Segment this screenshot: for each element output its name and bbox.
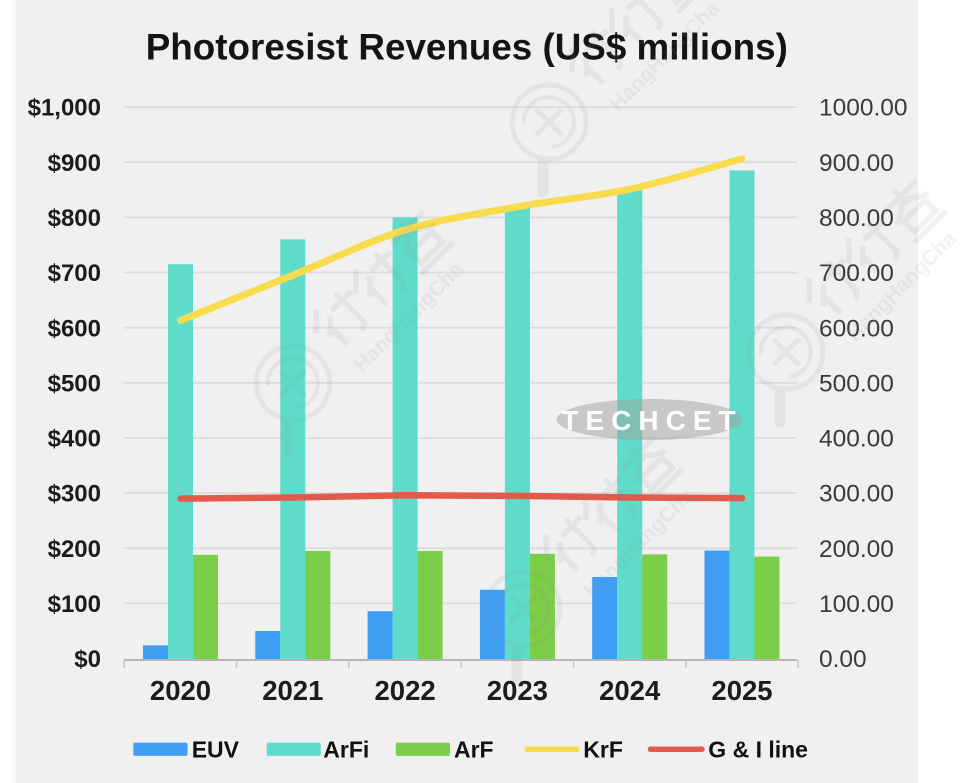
- svg-text:$600: $600: [48, 315, 101, 342]
- svg-text:2021: 2021: [262, 675, 323, 706]
- svg-text:$900: $900: [48, 150, 101, 177]
- svg-text:EUV: EUV: [192, 736, 240, 762]
- svg-text:$100: $100: [48, 591, 101, 618]
- svg-text:KrF: KrF: [583, 736, 623, 762]
- svg-text:$400: $400: [48, 426, 101, 453]
- svg-text:ArFi: ArFi: [323, 736, 369, 762]
- svg-text:400.00: 400.00: [819, 426, 894, 453]
- svg-text:$700: $700: [48, 260, 101, 287]
- svg-text:1000.00: 1000.00: [819, 95, 908, 122]
- svg-text:2020: 2020: [150, 675, 211, 706]
- svg-text:TECHCET: TECHCET: [561, 405, 742, 436]
- svg-text:900.00: 900.00: [819, 150, 894, 177]
- svg-text:2024: 2024: [599, 675, 661, 706]
- svg-text:2022: 2022: [375, 675, 436, 706]
- svg-text:100.00: 100.00: [819, 591, 894, 618]
- svg-text:$500: $500: [48, 370, 101, 397]
- svg-text:$200: $200: [48, 536, 101, 563]
- svg-text:300.00: 300.00: [819, 481, 894, 508]
- svg-text:$1,000: $1,000: [28, 95, 101, 122]
- svg-text:ArF: ArF: [454, 736, 494, 762]
- svg-text:200.00: 200.00: [819, 536, 894, 563]
- svg-text:2025: 2025: [711, 675, 772, 706]
- svg-text:$800: $800: [48, 205, 101, 232]
- svg-text:0.00: 0.00: [819, 646, 867, 673]
- svg-text:$0: $0: [74, 646, 101, 673]
- svg-text:$300: $300: [48, 481, 101, 508]
- svg-text:800.00: 800.00: [819, 205, 894, 232]
- svg-text:G & I line: G & I line: [708, 736, 808, 762]
- svg-text:500.00: 500.00: [819, 370, 894, 397]
